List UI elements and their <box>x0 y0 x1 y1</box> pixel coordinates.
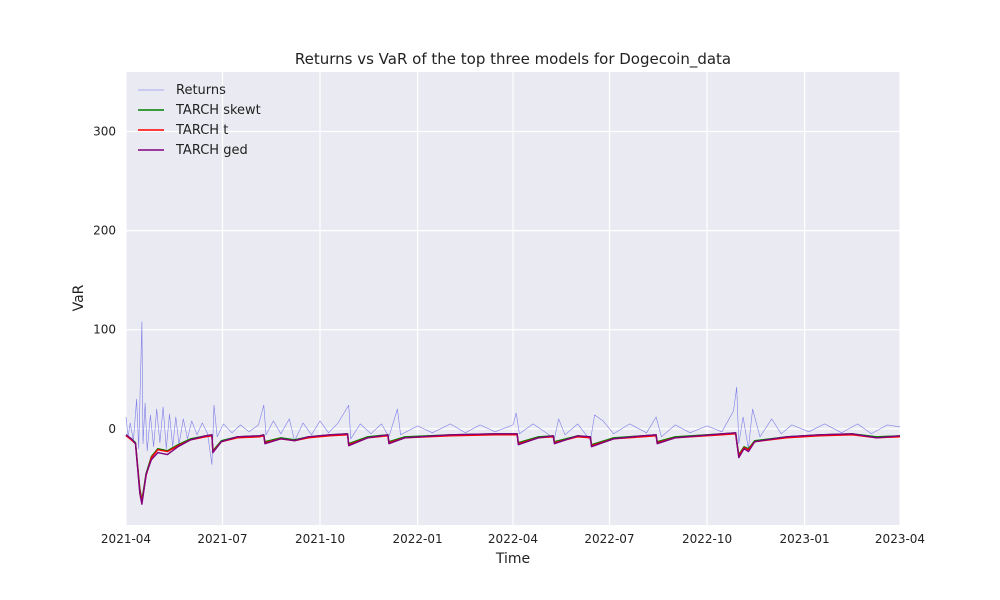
legend-label: TARCH t <box>175 123 228 138</box>
x-tick-label: 2022-01 <box>393 532 443 546</box>
y-tick-label: 100 <box>93 323 116 337</box>
x-axis-label: Time <box>495 551 530 567</box>
chart-title: Returns vs VaR of the top three models f… <box>295 50 731 69</box>
series-line-returns <box>125 321 901 465</box>
y-axis-label: VaR <box>71 284 87 311</box>
x-tick-label: 2021-07 <box>197 532 247 546</box>
series-line-tarch-ged <box>125 432 901 505</box>
y-tick-label: 300 <box>93 124 116 138</box>
legend-label: TARCH skewt <box>175 103 261 118</box>
x-tick-label: 2023-04 <box>875 532 925 546</box>
y-tick-label: 0 <box>108 422 116 436</box>
x-tick-label: 2022-04 <box>488 532 538 546</box>
x-tick-label: 2021-10 <box>295 532 345 546</box>
series-layer <box>125 321 901 505</box>
y-tick-label: 200 <box>93 224 116 238</box>
x-tick-label: 2023-01 <box>780 532 830 546</box>
x-tick-label: 2021-04 <box>101 532 151 546</box>
legend-label: TARCH ged <box>175 143 248 158</box>
x-tick-label: 2022-07 <box>584 532 634 546</box>
x-tick-label: 2022-10 <box>682 532 732 546</box>
tick-labels: 2021-04 2021-07 2021-10 2022-01 2022-04 2022-… <box>93 124 925 546</box>
grid <box>125 72 901 525</box>
legend-label: Returns <box>176 83 226 98</box>
legend: Returns TARCH skewt TARCH t TARCH ged <box>138 83 261 158</box>
